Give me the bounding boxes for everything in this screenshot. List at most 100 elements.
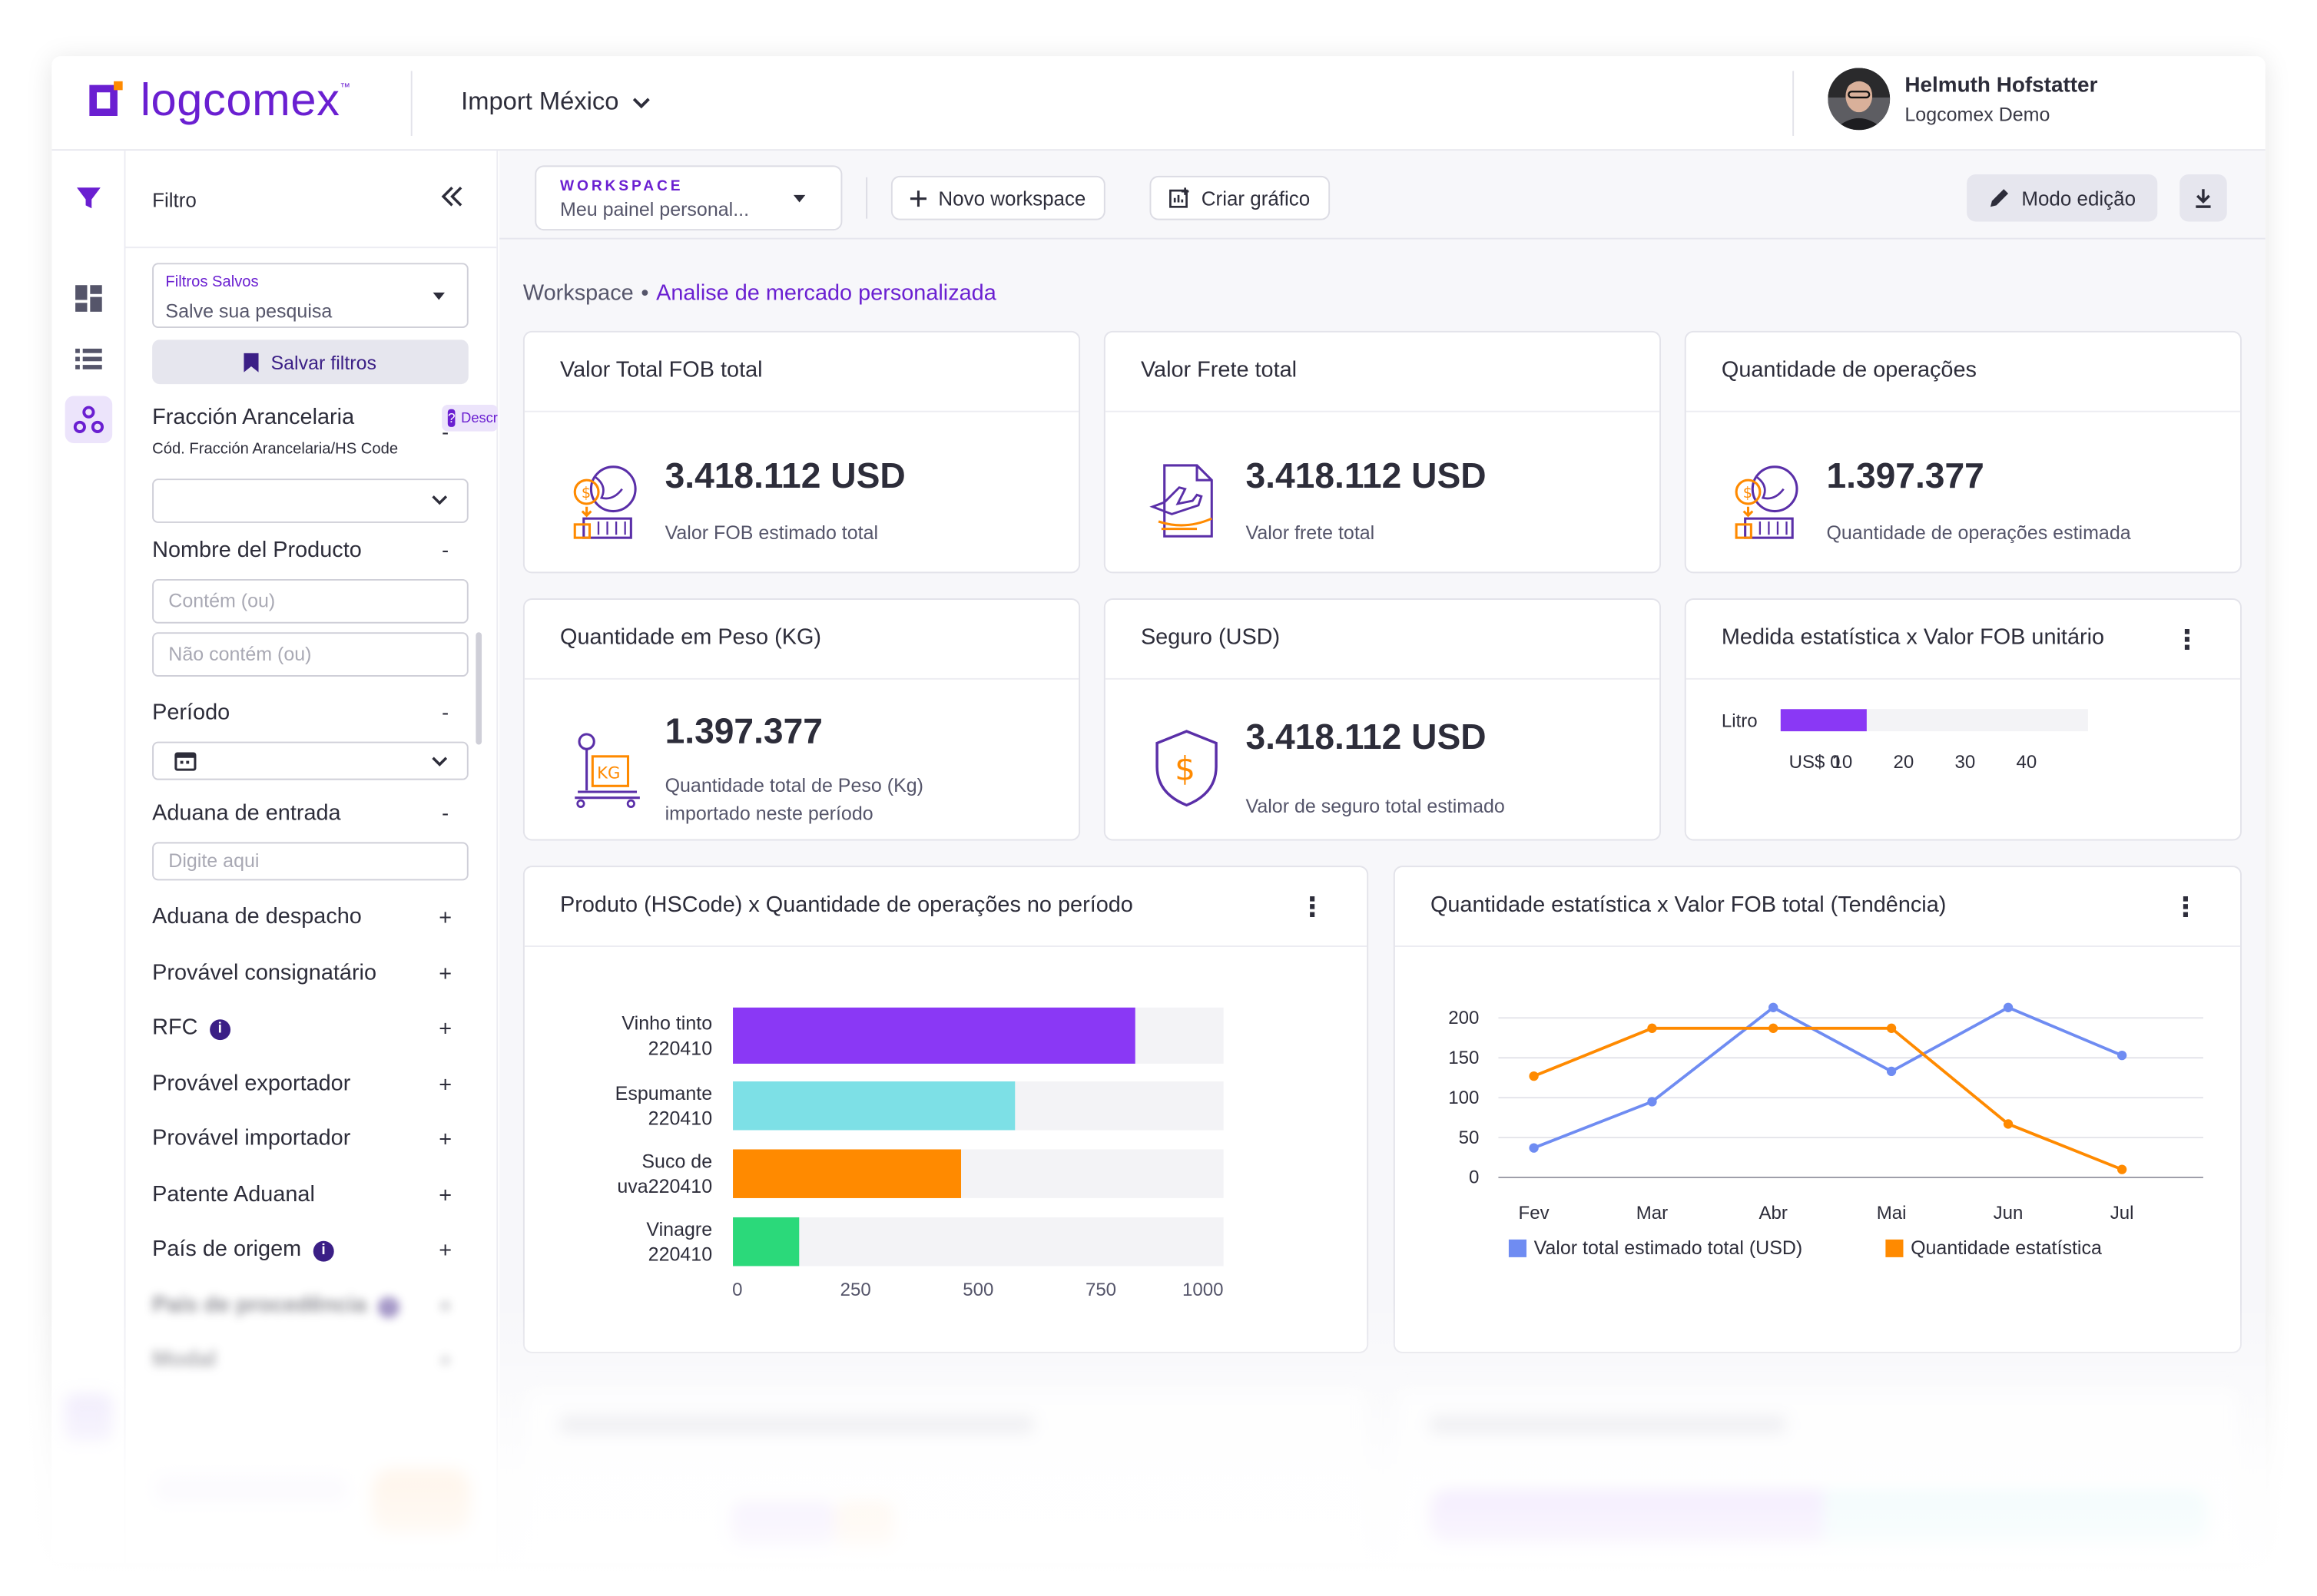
- periodo-select[interactable]: [152, 741, 469, 780]
- saved-filters-label: Filtros Salvos: [165, 273, 259, 291]
- contem-input[interactable]: Contém (ou): [152, 579, 469, 624]
- user-name: Helmuth Hofstatter: [1904, 73, 2098, 97]
- user-menu[interactable]: Helmuth Hofstatter Logcomex Demo: [1828, 68, 2098, 131]
- filter-group-label: Provável importador: [152, 1125, 351, 1151]
- x-tick-label: Jun: [1994, 1203, 2024, 1223]
- context-label: Import México: [461, 87, 619, 116]
- tick-label: 1000: [1182, 1280, 1223, 1300]
- data-point: [2116, 1164, 2127, 1174]
- data-point: [2116, 1050, 2127, 1061]
- category-code-label: 220410: [648, 1244, 712, 1266]
- data-point: [1886, 1023, 1897, 1033]
- new-workspace-button[interactable]: Novo workspace: [890, 175, 1105, 220]
- calendar-icon: [174, 752, 197, 771]
- expand-sign[interactable]: +: [439, 906, 452, 931]
- data-point: [2003, 1119, 2014, 1129]
- x-tick-label: Fev: [1519, 1203, 1550, 1223]
- data-point: [1768, 1023, 1778, 1033]
- save-filters-button[interactable]: Salvar filtros: [152, 339, 469, 385]
- filter-group-label: Provável consignatário: [152, 959, 377, 985]
- saved-filters-select[interactable]: Filtros Salvos Salve sua pesquisa: [152, 263, 469, 329]
- kpi-card-operations: Quantidade de operações $ 1.397.377 Quan…: [1684, 330, 2242, 574]
- list-icon: [75, 348, 102, 369]
- analytics-nav-button[interactable]: [65, 396, 113, 444]
- kpi-subtitle: Quantidade total de Peso (Kg): [665, 773, 923, 796]
- nao-contem-input[interactable]: Não contém (ou): [152, 632, 469, 677]
- divider: [1686, 410, 2241, 412]
- filter-group-label: Provável exportador: [152, 1070, 351, 1096]
- filter-group[interactable]: Provável exportador +: [152, 1071, 469, 1103]
- globe-money-icon: $: [1735, 465, 1798, 539]
- filter-group[interactable]: RFC i +: [152, 1015, 469, 1047]
- kpi-title: Quantidade de operações: [1721, 357, 1977, 383]
- filter-nav-button[interactable]: [65, 174, 113, 222]
- expand-sign[interactable]: +: [439, 1127, 452, 1153]
- download-button[interactable]: [2179, 174, 2227, 222]
- aduana-entrada-collapse-sign[interactable]: -: [442, 800, 449, 825]
- kpi-subtitle: Valor frete total: [1245, 521, 1375, 544]
- aduana-entrada-input[interactable]: Digite aqui: [152, 842, 469, 881]
- info-icon[interactable]: i: [209, 1019, 230, 1041]
- divider: [524, 945, 1367, 947]
- dashboard-nav-button[interactable]: [65, 275, 113, 323]
- expand-sign[interactable]: +: [439, 1071, 452, 1098]
- kpi-card-freight: Valor Frete total 3.418.112 USD Valor fr…: [1103, 330, 1662, 574]
- bottom-fade: [0, 1300, 2317, 1596]
- create-chart-button[interactable]: Criar gráfico: [1149, 175, 1330, 220]
- legend-label: Valor total estimado total (USD): [1534, 1237, 1803, 1259]
- edit-mode-button[interactable]: Modo edição: [1967, 174, 2158, 222]
- legend-swatch: [1885, 1239, 1904, 1257]
- context-selector[interactable]: Import México: [461, 87, 651, 116]
- expand-sign[interactable]: +: [439, 1237, 452, 1263]
- expand-sign[interactable]: +: [439, 1182, 452, 1208]
- divider: [1686, 677, 2241, 680]
- kpi-value: 1.397.377: [1826, 456, 1984, 497]
- edit-mode-label: Modo edição: [2021, 187, 2136, 210]
- fraccion-collapse-sign[interactable]: -: [442, 419, 449, 444]
- tick-label: 250: [840, 1280, 871, 1300]
- periodo-collapse-sign[interactable]: -: [442, 700, 449, 724]
- expand-sign[interactable]: +: [439, 1016, 452, 1042]
- filter-group[interactable]: Patente Aduanal +: [152, 1181, 469, 1214]
- svg-text:$: $: [1743, 484, 1752, 502]
- filter-group[interactable]: País de origem i +: [152, 1237, 469, 1269]
- series-line: [1533, 1026, 2123, 1171]
- legend-label: Quantidade estatística: [1911, 1237, 2102, 1259]
- filter-group[interactable]: Provável consignatário +: [152, 959, 469, 992]
- kpi-value: 3.418.112 USD: [1245, 717, 1487, 758]
- collapse-panel-button[interactable]: [439, 184, 466, 217]
- more-options-icon[interactable]: ⋮: [1298, 892, 1326, 922]
- divider: [1105, 410, 1660, 412]
- breadcrumb-root[interactable]: Workspace: [522, 280, 634, 306]
- caret-down-icon: [433, 292, 445, 300]
- logcomex-logo[interactable]: logcomex ™: [87, 74, 350, 127]
- more-options-icon[interactable]: ⋮: [2172, 892, 2199, 922]
- category-code-label: uva220410: [617, 1176, 712, 1197]
- periodo-label: Período: [152, 700, 230, 726]
- more-options-icon[interactable]: ⋮: [2173, 624, 2201, 655]
- filter-group[interactable]: Provável importador +: [152, 1126, 469, 1158]
- nombre-collapse-sign[interactable]: -: [442, 538, 449, 561]
- svg-text:$: $: [582, 484, 591, 502]
- fraccion-select[interactable]: [152, 478, 469, 523]
- avatar[interactable]: [1828, 68, 1891, 131]
- description-toggle[interactable]: ? Descr: [442, 405, 499, 432]
- nombre-label: Nombre del Producto: [152, 538, 362, 563]
- divider: [866, 177, 868, 219]
- info-icon[interactable]: i: [313, 1240, 334, 1262]
- list-nav-button[interactable]: [65, 336, 113, 383]
- filter-scrollbar[interactable]: [476, 632, 482, 745]
- fraccion-label: Fracción Arancelaria: [152, 405, 355, 430]
- chevron-down-icon: [432, 757, 448, 767]
- filter-group[interactable]: Aduana de despacho +: [152, 904, 469, 936]
- category-label: Suco de: [641, 1151, 712, 1173]
- y-tick-label: 200: [1448, 1008, 1479, 1028]
- filter-title: Filtro: [152, 189, 197, 212]
- description-toggle-label: Descr: [461, 409, 498, 426]
- workspace-select[interactable]: WORKSPACE Meu painel personal...: [535, 165, 843, 231]
- tick-label: 500: [963, 1280, 993, 1300]
- expand-sign[interactable]: +: [439, 961, 452, 986]
- top-bar: logcomex ™ Import México Helmuth Hofst: [51, 56, 2266, 151]
- kpi-title: Quantidade em Peso (KG): [560, 624, 822, 651]
- workspace-toolbar: WORKSPACE Meu painel personal... Novo wo…: [499, 151, 2266, 240]
